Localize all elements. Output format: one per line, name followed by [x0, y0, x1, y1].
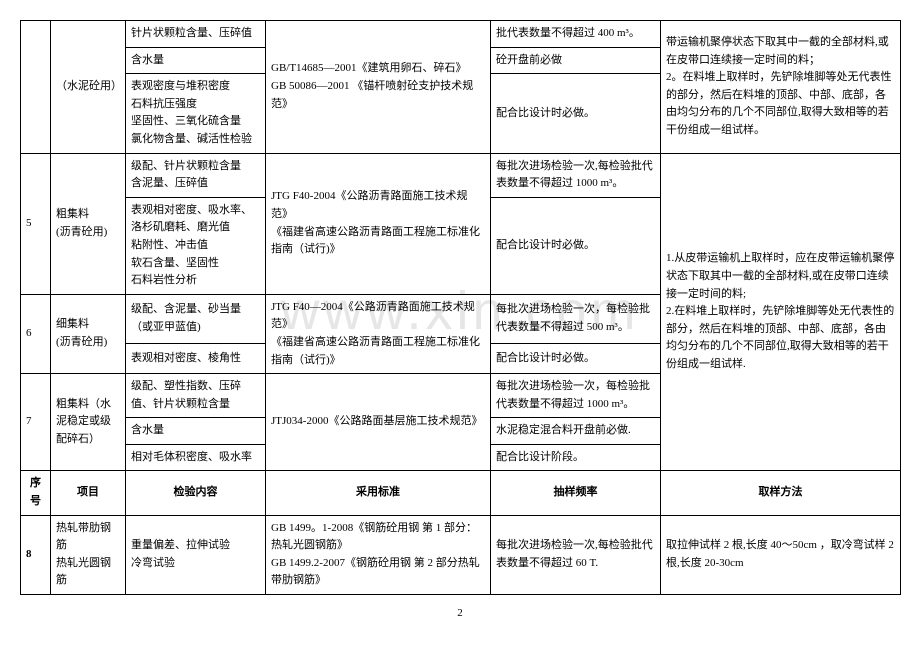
test-cell: 针片状颗粒含量、压碎值	[126, 21, 266, 48]
test-cell: 表观相对密度、棱角性	[126, 344, 266, 374]
page-container: www.xin.com （水泥砼用） 针片状颗粒含量、压碎值 GB/T14685…	[20, 20, 900, 619]
freq-cell: 每批次进场检验一次，每检验批代表数量不得超过 1000 m³。	[491, 374, 661, 418]
header-samp: 取样方法	[661, 471, 901, 515]
test-cell: 表观密度与堆积密度石料抗压强度坚固性、三氧化硫含量氯化物含量、碱活性检验	[126, 74, 266, 153]
freq-cell: 每批次进场检验一次,每检验批代表数量不得超过 60 T.	[491, 515, 661, 594]
spec-table: （水泥砼用） 针片状颗粒含量、压碎值 GB/T14685—2001《建筑用卵石、…	[20, 20, 901, 595]
std-cell: JTJ034-2000《公路路面基层施工技术规范》	[266, 374, 491, 471]
header-item: 项目	[51, 471, 126, 515]
item-cell: 粗集料(沥青砼用)	[51, 153, 126, 294]
table-row: （水泥砼用） 针片状颗粒含量、压碎值 GB/T14685—2001《建筑用卵石、…	[21, 21, 901, 48]
item-cell: 热轧带肋钢筋热轧光圆钢筋	[51, 515, 126, 594]
test-cell: 含水量	[126, 47, 266, 74]
item-cell: 粗集料（水泥稳定或级配碎石）	[51, 374, 126, 471]
table-row: 8 热轧带肋钢筋热轧光圆钢筋 重量偏差、拉伸试验冷弯试验 GB 1499。1-2…	[21, 515, 901, 594]
seq-cell: 5	[21, 153, 51, 294]
seq-cell: 6	[21, 294, 51, 373]
header-seq: 序号	[21, 471, 51, 515]
freq-cell: 砼开盘前必做	[491, 47, 661, 74]
test-cell: 级配、塑性指数、压碎值、针片状颗粒含量	[126, 374, 266, 418]
item-cell: 细集料(沥青砼用)	[51, 294, 126, 373]
samp-cell: 1.从皮带运输机上取样时，应在皮带运输机聚停状态下取其中一截的全部材料,或在皮带…	[661, 153, 901, 471]
freq-cell: 水泥稳定混合料开盘前必做.	[491, 418, 661, 445]
freq-cell: 配合比设计时必做。	[491, 197, 661, 294]
std-cell: JTG F40—2004《公路沥青路面施工技术规范》《福建省高速公路沥青路面工程…	[266, 294, 491, 373]
freq-cell: 配合比设计时必做。	[491, 344, 661, 374]
freq-cell: 批代表数量不得超过 400 m³。	[491, 21, 661, 48]
freq-cell: 配合比设计阶段。	[491, 444, 661, 471]
seq-cell	[21, 21, 51, 154]
seq-cell: 8	[21, 515, 51, 594]
test-cell: 级配、针片状颗粒含量含泥量、压碎值	[126, 153, 266, 197]
test-cell: 含水量	[126, 418, 266, 445]
header-row: 序号 项目 检验内容 采用标准 抽样频率 取样方法	[21, 471, 901, 515]
header-test: 检验内容	[126, 471, 266, 515]
freq-cell: 每批次进场检验一次，每检验批代表数量不得超过 500 m³。	[491, 294, 661, 344]
freq-cell: 配合比设计时必做。	[491, 74, 661, 153]
test-cell: 表观相对密度、吸水率、洛杉矶磨耗、磨光值粘附性、冲击值软石含量、坚固性石料岩性分…	[126, 197, 266, 294]
item-cell: （水泥砼用）	[51, 21, 126, 154]
freq-cell: 每批次进场检验一次,每检验批代表数量不得超过 1000 m³。	[491, 153, 661, 197]
std-cell: GB 1499。1-2008《钢筋砼用钢 第 1 部分：热轧光圆钢筋》GB 14…	[266, 515, 491, 594]
table-row: 5 粗集料(沥青砼用) 级配、针片状颗粒含量含泥量、压碎值 JTG F40-20…	[21, 153, 901, 197]
seq-cell: 7	[21, 374, 51, 471]
samp-cell: 取拉伸试样 2 根,长度 40～50cm ，取冷弯试样 2 根,长度 20-30…	[661, 515, 901, 594]
std-cell: JTG F40-2004《公路沥青路面施工技术规范》《福建省高速公路沥青路面工程…	[266, 153, 491, 294]
page-number: 2	[20, 607, 900, 619]
test-cell: 相对毛体积密度、吸水率	[126, 444, 266, 471]
header-freq: 抽样频率	[491, 471, 661, 515]
std-cell: GB/T14685—2001《建筑用卵石、碎石》GB 50086—2001 《锚…	[266, 21, 491, 154]
header-std: 采用标准	[266, 471, 491, 515]
test-cell: 重量偏差、拉伸试验冷弯试验	[126, 515, 266, 594]
samp-cell: 带运输机聚停状态下取其中一截的全部材料,或在皮带口连续接一定时间的料；2。在料堆…	[661, 21, 901, 154]
test-cell: 级配、含泥量、砂当量（或亚甲蓝值)	[126, 294, 266, 344]
